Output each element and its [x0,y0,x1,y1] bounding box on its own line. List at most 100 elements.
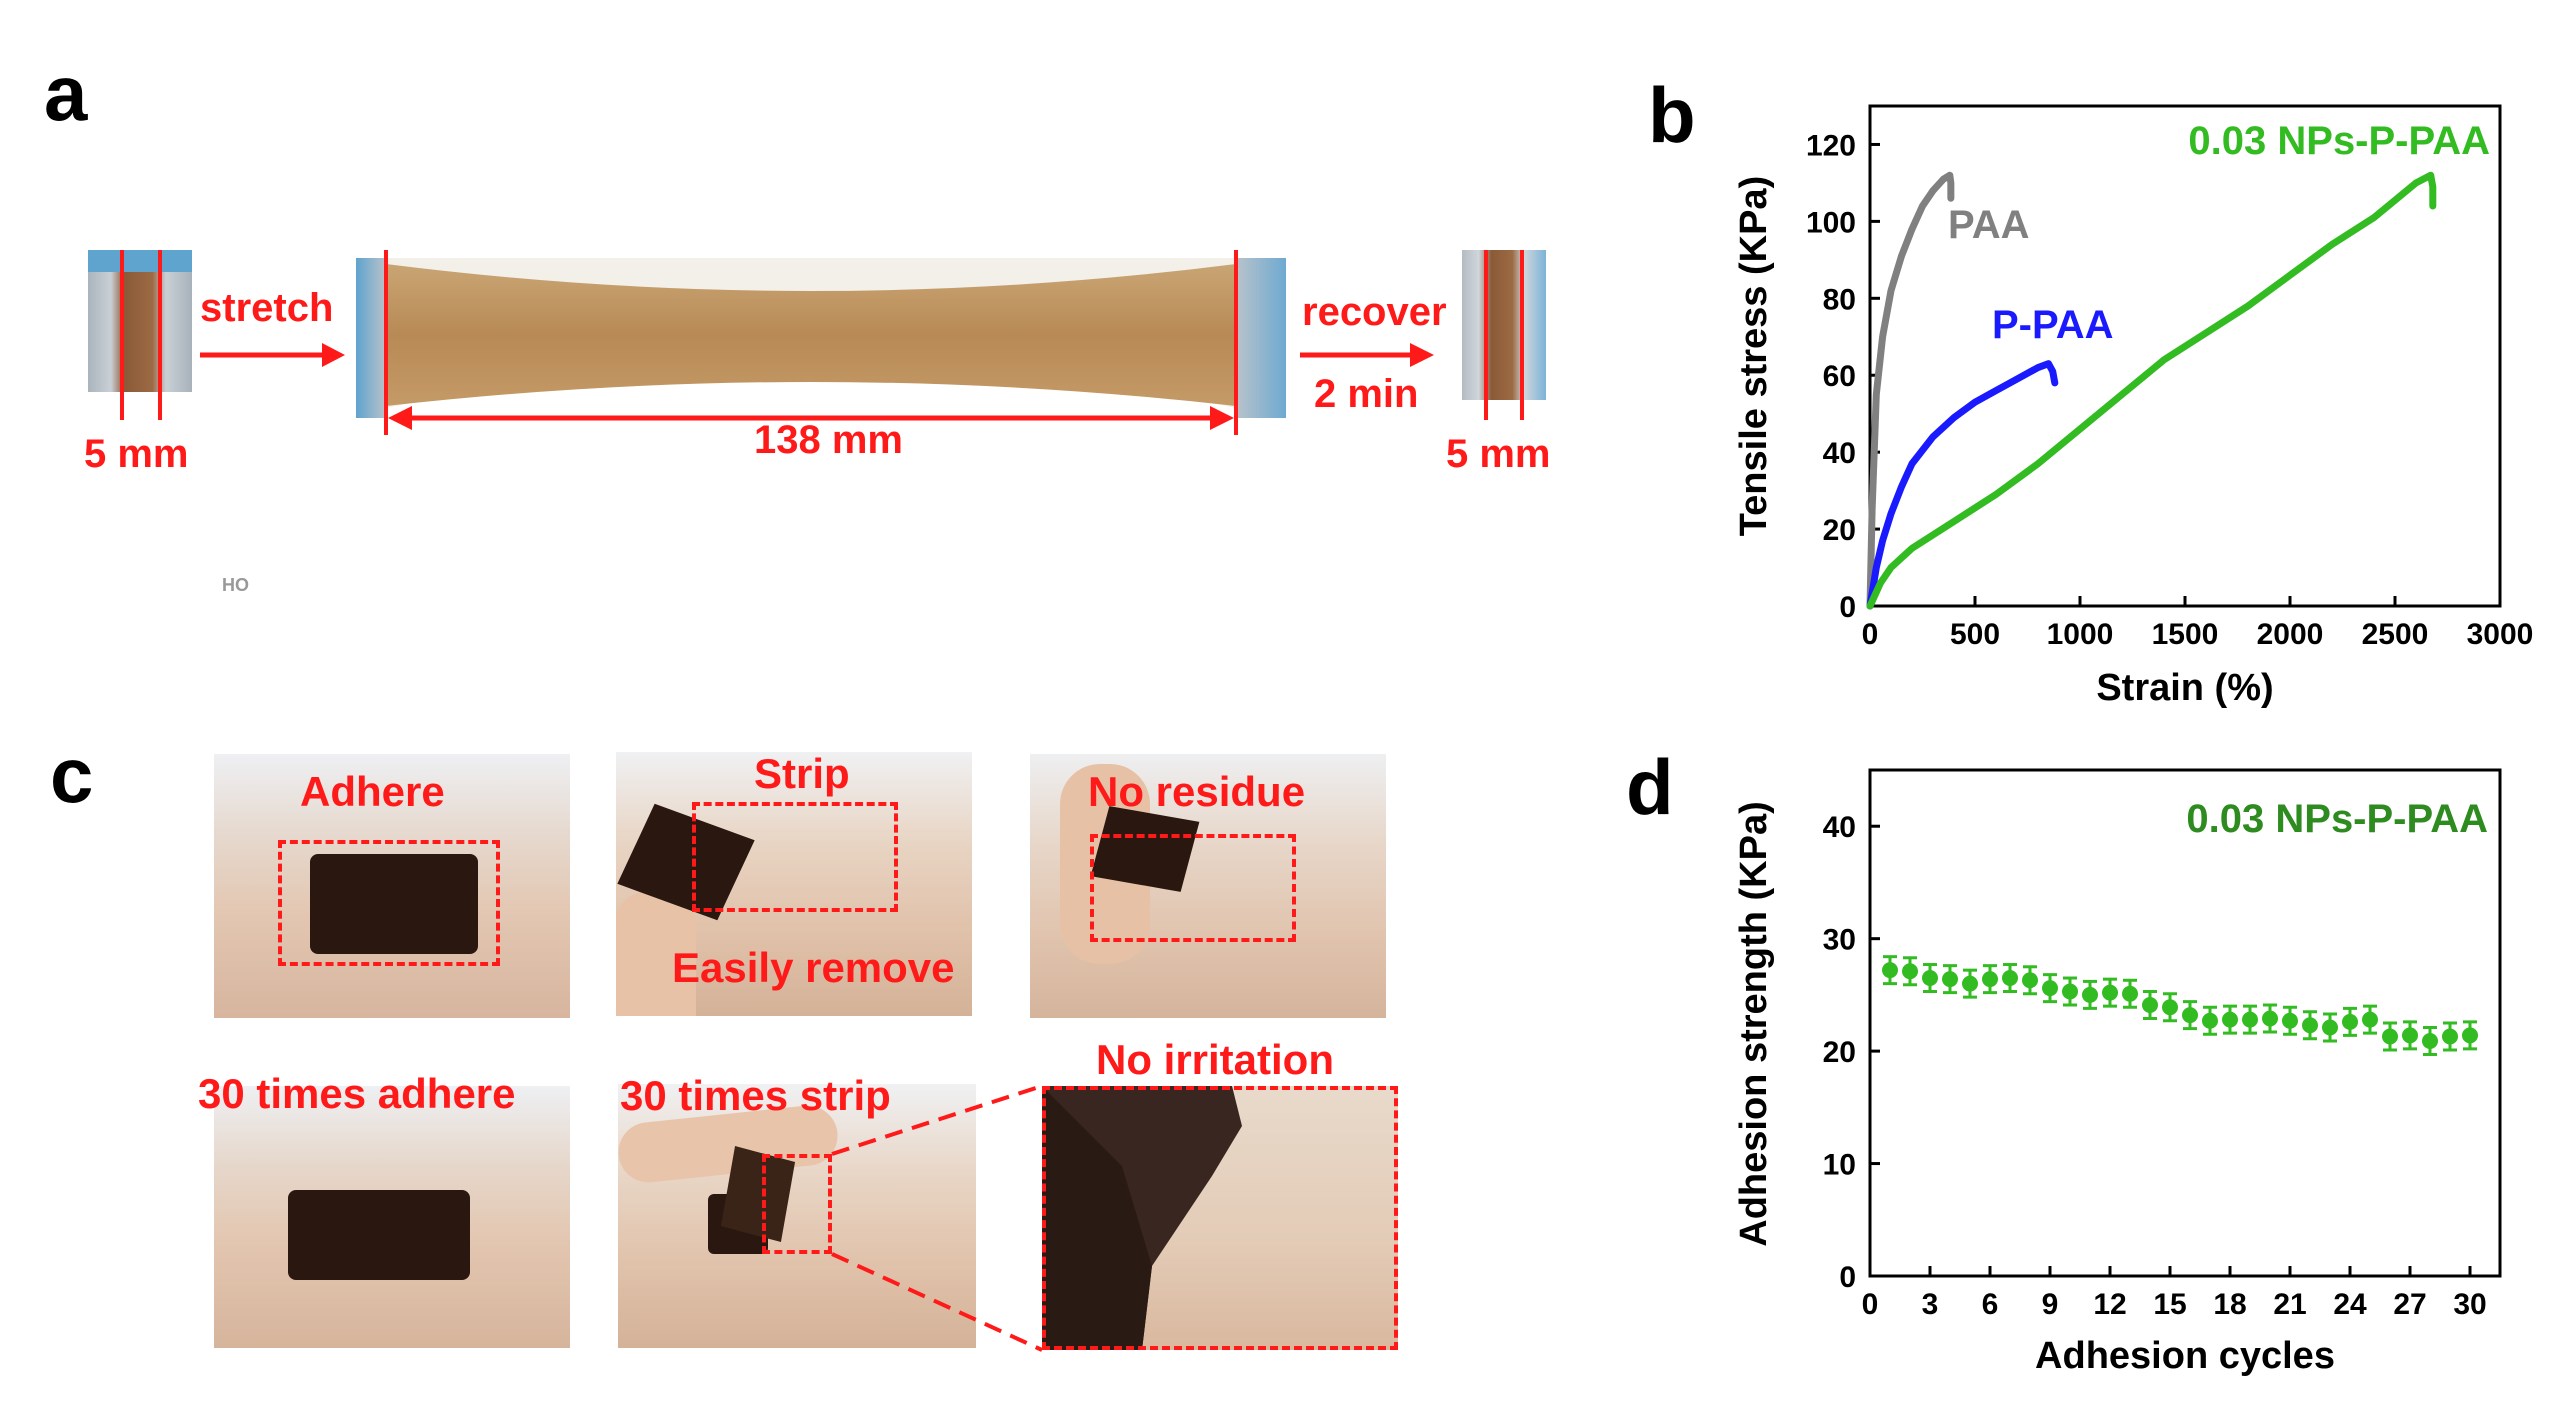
series-line-2 [1866,171,2437,610]
data-point [2402,1020,2418,1051]
recover-label: recover [1302,290,1447,334]
legend-nps-p-paa: 0.03 NPs-P-PAA [2188,119,2490,163]
label-no-residue: No residue [1088,768,1306,815]
x-tick-label: 3000 [2467,618,2534,651]
recover-time-label: 2 min [1314,372,1419,416]
panel-label-a: a [44,49,88,137]
original-width-label: 5 mm [84,432,189,476]
x-tick-label: 6 [1982,1288,1999,1321]
x-axis-label: Adhesion cycles [2035,1335,2335,1377]
photo-adhere [214,754,570,1018]
label-adhere: Adhere [300,768,445,815]
data-point [1982,964,1998,995]
data-point [2042,973,2058,1004]
photo-no-residue [1030,754,1386,1018]
y-tick-label: 60 [1823,360,1856,393]
x-tick-label: 24 [2333,1288,2367,1321]
adhesion-strength-chart: 0 3 6 9 12 15 18 21 24 27 30 0 10 20 30 40 Adhesion cy… [1733,768,2502,1377]
highlight-box [692,802,898,912]
x-tick-label: 30 [2453,1288,2486,1321]
data-point [2222,1004,2238,1035]
panel-label-b: b [1648,71,1696,159]
highlight-box [762,1154,832,1254]
stretched-sample-photo [356,258,1286,418]
highlight-box [1090,834,1296,942]
data-point [2002,963,2018,994]
data-point [1882,955,1898,986]
data-point [2162,992,2178,1023]
x-tick-label: 21 [2273,1288,2306,1321]
photo-no-irritation [1042,1086,1398,1350]
data-point [2022,965,2038,996]
data-point [2262,1003,2278,1034]
series-line-0 [1866,171,1955,610]
legend-p-paa: P-PAA [1992,303,2113,347]
x-tick-label: 3 [1922,1288,1939,1321]
data-point [1942,964,1958,995]
data-point [1922,963,1938,994]
hydrogel-strip [386,258,1236,408]
stretched-length-label: 138 mm [754,418,903,462]
y-tick-label: 0 [1839,1261,1856,1294]
hydrogel-patch [310,854,478,954]
y-tick-label: 40 [1823,811,1856,844]
y-tick-label: 80 [1823,283,1856,316]
stretch-label: stretch [200,286,334,330]
data-point [1962,968,1978,999]
label-strip: Strip [754,750,850,797]
data-point [2422,1025,2438,1056]
x-tick-label: 27 [2393,1288,2426,1321]
photo-30-times-adhere [214,1086,570,1348]
x-axis-label: Strain (%) [2096,667,2273,709]
original-sample-photo [88,250,192,392]
panel-label-c: c [50,731,94,819]
data-point [2302,1010,2318,1041]
y-tick-label: 30 [1823,924,1856,957]
finger-shape [616,892,696,1016]
label-no-irritation: No irritation [1096,1036,1334,1083]
zoom-connector [831,1084,1043,1352]
data-point [2242,1004,2258,1035]
plot-frame [1868,104,2502,608]
y-tick-label: 40 [1823,437,1856,470]
label-easily-remove: Easily remove [672,944,955,991]
hydrogel-patch [288,1190,470,1280]
data-point [2122,978,2138,1009]
plot-frame [1868,768,2502,1278]
x-tick-label: 9 [2042,1288,2059,1321]
data-point [1902,956,1918,987]
panel-label-d: d [1626,743,1674,831]
x-tick-label: 500 [1950,618,2000,651]
y-tick-label: 10 [1823,1149,1856,1182]
y-tick-label: 20 [1823,514,1856,547]
label-30-times-strip: 30 times strip [620,1072,891,1119]
x-tick-label: 2500 [2362,618,2429,651]
data-point [2362,1004,2378,1035]
y-axis-label: Tensile stress (KPa) [1733,176,1775,536]
series-line-1 [1866,360,2059,610]
data-point [2462,1020,2478,1051]
data-point [2382,1021,2398,1052]
data-point [2202,1005,2218,1036]
data-point [2442,1021,2458,1052]
highlight-box [278,840,500,966]
label-30-times-adhere: 30 times adhere [198,1070,516,1117]
data-point [2322,1012,2338,1043]
data-point [2142,990,2158,1021]
y-tick-label: 100 [1806,206,1856,239]
x-tick-label: 1500 [2152,618,2219,651]
recovered-sample-photo [1462,250,1546,400]
zoom-frame [1042,1086,1398,1350]
y-tick-label: 20 [1823,1036,1856,1069]
x-tick-label: 0 [1862,618,1879,651]
y-tick-label: 0 [1839,591,1856,624]
data-point [2282,1005,2298,1036]
data-point [2062,976,2078,1007]
data-point [2342,1006,2358,1037]
y-tick-label: 120 [1806,129,1856,162]
legend-nps-p-paa: 0.03 NPs-P-PAA [2186,797,2488,841]
x-tick-label: 1000 [2047,618,2114,651]
x-tick-label: 15 [2153,1288,2186,1321]
x-tick-label: 18 [2213,1288,2246,1321]
tensile-stress-chart: 0 500 1000 1500 2000 2500 3000 0 20 40 60 80 100 120… [1733,104,2534,709]
